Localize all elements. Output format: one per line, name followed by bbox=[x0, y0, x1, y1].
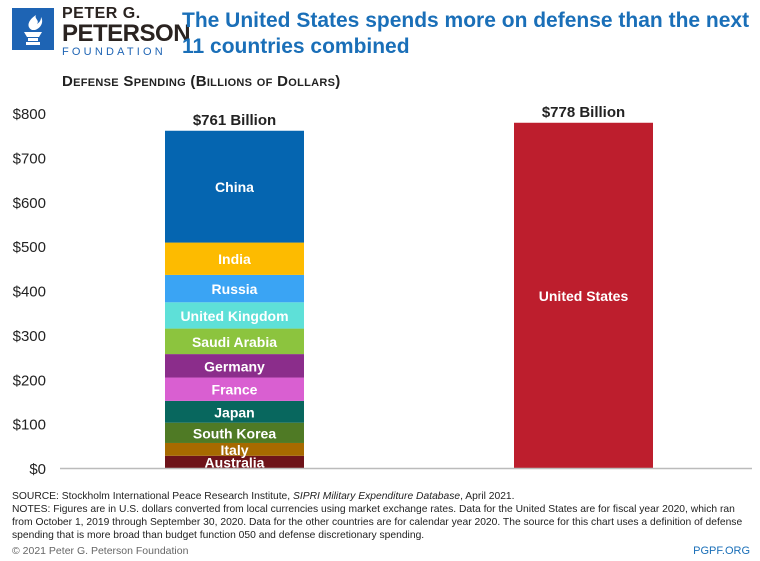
bar-segment-saudi-arabia bbox=[165, 328, 304, 355]
bar-segment-australia bbox=[165, 455, 304, 468]
bar-segment-france bbox=[165, 377, 304, 401]
segment-label: India bbox=[218, 251, 251, 267]
footnotes: SOURCE: Stockholm International Peace Re… bbox=[12, 490, 752, 542]
y-tick-label: $200 bbox=[13, 372, 46, 389]
logo bbox=[12, 8, 54, 50]
y-tick-label: $100 bbox=[13, 417, 46, 434]
source-suffix: , April 2021. bbox=[460, 491, 515, 502]
y-tick-label: $400 bbox=[13, 284, 46, 301]
segment-label: China bbox=[215, 179, 254, 195]
bar-segment-united-kingdom bbox=[165, 302, 304, 329]
bar-segment-germany bbox=[165, 354, 304, 378]
bar-segment-india bbox=[165, 242, 304, 275]
segment-label: South Korea bbox=[193, 425, 276, 441]
logo-line3: FOUNDATION bbox=[62, 46, 166, 58]
segment-label: Italy bbox=[220, 442, 248, 458]
y-tick-label: $800 bbox=[13, 106, 46, 123]
chart-title: Defense Spending (Billions of Dollars) bbox=[62, 73, 341, 90]
notes: NOTES: Figures are in U.S. dollars conve… bbox=[12, 504, 743, 541]
bar-segment-russia bbox=[165, 274, 304, 303]
bar-total-label: $761 Billion bbox=[193, 112, 276, 129]
segment-label: Saudi Arabia bbox=[192, 334, 277, 350]
page-title: The United States spends more on defense… bbox=[182, 9, 750, 58]
copyright: © 2021 Peter G. Peterson Foundation bbox=[12, 545, 189, 557]
segment-label: Germany bbox=[204, 358, 265, 374]
segment-label: United States bbox=[539, 288, 629, 304]
source-prefix: SOURCE: Stockholm International Peace Re… bbox=[12, 491, 294, 502]
bar-segment-south-korea bbox=[165, 422, 304, 443]
y-tick-label: $700 bbox=[13, 150, 46, 167]
y-tick-label: $600 bbox=[13, 195, 46, 212]
y-tick-label: $500 bbox=[13, 239, 46, 256]
y-tick-label: $0 bbox=[29, 461, 46, 478]
source-title: SIPRI Military Expenditure Database bbox=[293, 491, 461, 502]
bar-segment-japan bbox=[165, 400, 304, 423]
source-note: SOURCE: Stockholm International Peace Re… bbox=[12, 490, 752, 503]
segment-label: Australia bbox=[205, 454, 265, 470]
segment-label: Russia bbox=[212, 281, 258, 297]
bar-segment-united-states bbox=[514, 122, 653, 468]
logo-line1: PETER G. bbox=[62, 5, 141, 22]
logo-line2: PETERSON bbox=[62, 20, 191, 47]
logo-text: PETER G. PETERSON FOUNDATION bbox=[62, 5, 191, 58]
bar-segment-china bbox=[165, 130, 304, 243]
segment-label: United Kingdom bbox=[180, 308, 288, 324]
bar-segment-italy bbox=[165, 442, 304, 456]
bar-total-label: $778 Billion bbox=[542, 104, 625, 121]
torch-icon bbox=[24, 15, 43, 45]
site-link[interactable]: PGPF.ORG bbox=[693, 545, 750, 557]
segment-label: France bbox=[212, 382, 258, 398]
segment-label: Japan bbox=[214, 404, 254, 420]
y-tick-label: $300 bbox=[13, 328, 46, 345]
